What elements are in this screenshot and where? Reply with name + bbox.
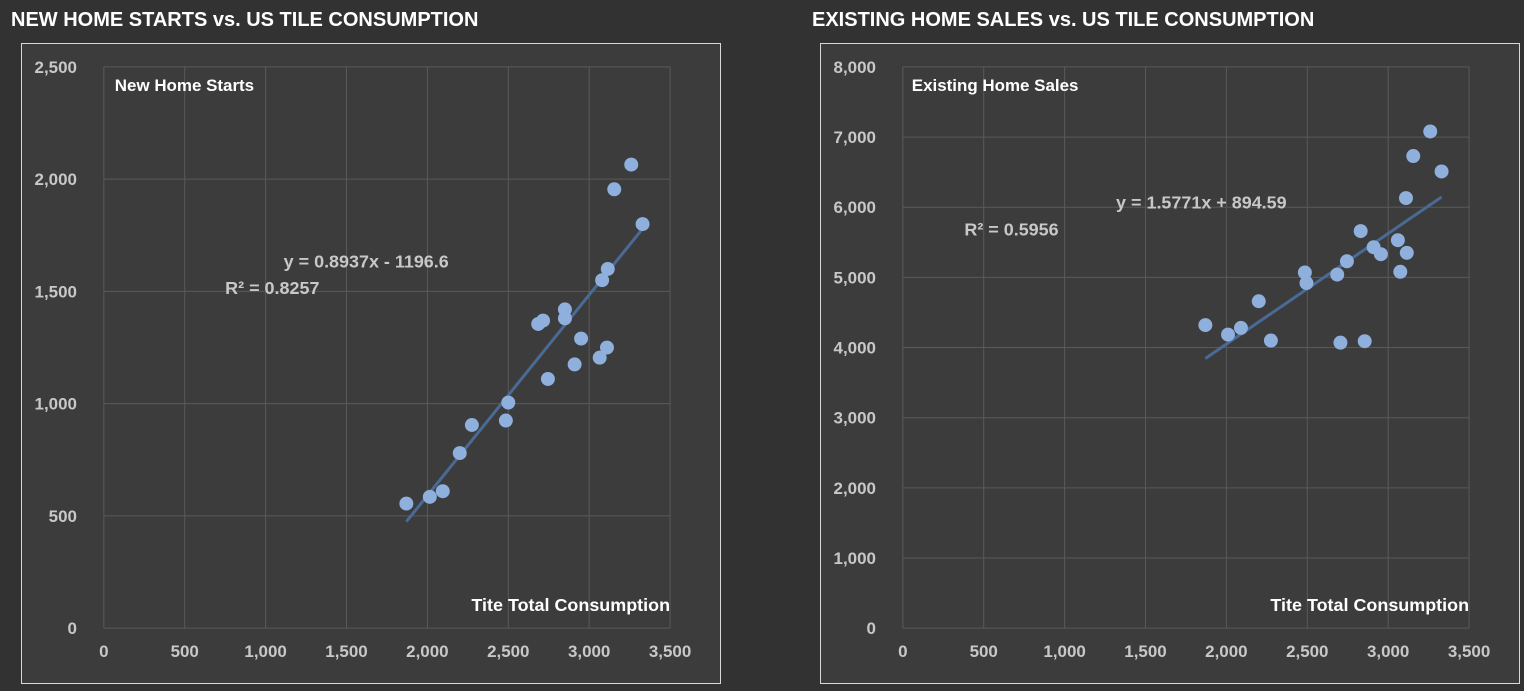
x-axis-label: Tite Total Consumption	[471, 595, 670, 615]
data-point	[1299, 276, 1314, 290]
x-tick-label: 2,000	[1205, 642, 1247, 661]
y-tick-label: 2,000	[834, 479, 876, 498]
y-tick-label: 0	[67, 619, 76, 638]
data-point	[536, 313, 551, 328]
data-point	[1373, 247, 1388, 262]
y-tick-label: 7,000	[834, 128, 876, 147]
data-point	[464, 418, 479, 432]
data-point	[1353, 224, 1368, 239]
r-squared-label: R² = 0.5956	[964, 219, 1058, 239]
x-tick-label: 3,000	[1367, 642, 1409, 661]
data-point	[501, 395, 516, 410]
data-point	[1393, 264, 1408, 279]
y-tick-label: 1,000	[834, 549, 876, 568]
trendline-equation: y = 1.5771x + 894.59	[1116, 192, 1287, 212]
r-squared-label: R² = 0.8257	[225, 278, 319, 298]
data-point	[624, 157, 639, 172]
y-tick-label: 500	[49, 507, 77, 526]
data-point	[1233, 320, 1248, 335]
data-point	[592, 350, 607, 365]
x-tick-label: 3,500	[649, 642, 691, 661]
data-point	[540, 372, 555, 386]
y-tick-label: 3,000	[834, 409, 876, 428]
x-tick-label: 0	[99, 642, 108, 661]
data-point	[1434, 164, 1449, 179]
y-tick-label: 1,500	[35, 282, 77, 301]
y-tick-label: 1,000	[35, 395, 77, 414]
x-tick-label: 3,500	[1448, 642, 1490, 661]
data-point	[567, 357, 582, 372]
data-point	[498, 413, 513, 428]
x-tick-label: 2,500	[487, 642, 529, 661]
y-tick-label: 8,000	[834, 58, 876, 77]
data-point	[1333, 335, 1348, 350]
data-point	[1357, 334, 1372, 349]
data-point	[1330, 267, 1345, 282]
data-point	[607, 182, 622, 197]
y-tick-label: 2,500	[35, 58, 77, 77]
y-tick-label: 6,000	[834, 198, 876, 217]
data-point	[435, 484, 450, 499]
data-point	[1297, 265, 1312, 280]
data-point	[574, 331, 589, 346]
y-tick-label: 5,000	[834, 268, 876, 287]
data-point	[1423, 124, 1438, 139]
y-tick-label: 4,000	[834, 339, 876, 358]
series-label: Existing Home Sales	[912, 76, 1079, 95]
data-point	[1390, 233, 1405, 248]
data-point	[422, 489, 437, 504]
data-point	[595, 273, 610, 288]
trendline-equation: y = 0.8937x - 1196.6	[284, 251, 449, 271]
x-tick-label: 500	[171, 642, 199, 661]
y-tick-label: 0	[866, 619, 875, 638]
new-home-starts-scatter-chart: 0 500 1,000 1,500 2,000 2,500 3,000 3,500 0 500 1,…	[21, 43, 721, 684]
data-point	[599, 340, 614, 355]
x-tick-label: 1,000	[244, 642, 286, 661]
data-point	[452, 446, 467, 461]
data-point	[557, 311, 572, 326]
data-point	[1406, 149, 1421, 164]
y-tick-label: 2,000	[35, 170, 77, 189]
data-point	[1339, 254, 1354, 269]
x-tick-label: 1,000	[1043, 642, 1085, 661]
data-point	[600, 261, 615, 276]
x-tick-label: 1,500	[1124, 642, 1166, 661]
x-axis-label: Tite Total Consumption	[1270, 595, 1469, 615]
data-point	[1399, 245, 1414, 260]
data-point	[1263, 333, 1278, 348]
data-point	[1251, 294, 1266, 309]
data-point	[399, 496, 414, 511]
data-point	[1398, 191, 1413, 206]
x-tick-label: 500	[970, 642, 998, 661]
x-tick-label: 1,500	[325, 642, 367, 661]
data-point	[635, 217, 650, 232]
data-point	[1198, 318, 1213, 333]
series-label: New Home Starts	[115, 76, 254, 95]
chart-title-existing-home-sales: EXISTING HOME SALES vs. US TILE CONSUMPT…	[812, 9, 1315, 31]
data-point	[1221, 327, 1235, 342]
x-tick-label: 2,500	[1286, 642, 1328, 661]
x-tick-label: 2,000	[406, 642, 448, 661]
existing-home-sales-scatter-chart: 0 500 1,000 1,500 2,000 2,500 3,000 3,500 0 1,000…	[820, 43, 1520, 684]
x-tick-label: 0	[898, 642, 907, 661]
chart-title-new-home-starts: NEW HOME STARTS vs. US TILE CONSUMPTION	[11, 9, 479, 31]
x-tick-label: 3,000	[568, 642, 610, 661]
